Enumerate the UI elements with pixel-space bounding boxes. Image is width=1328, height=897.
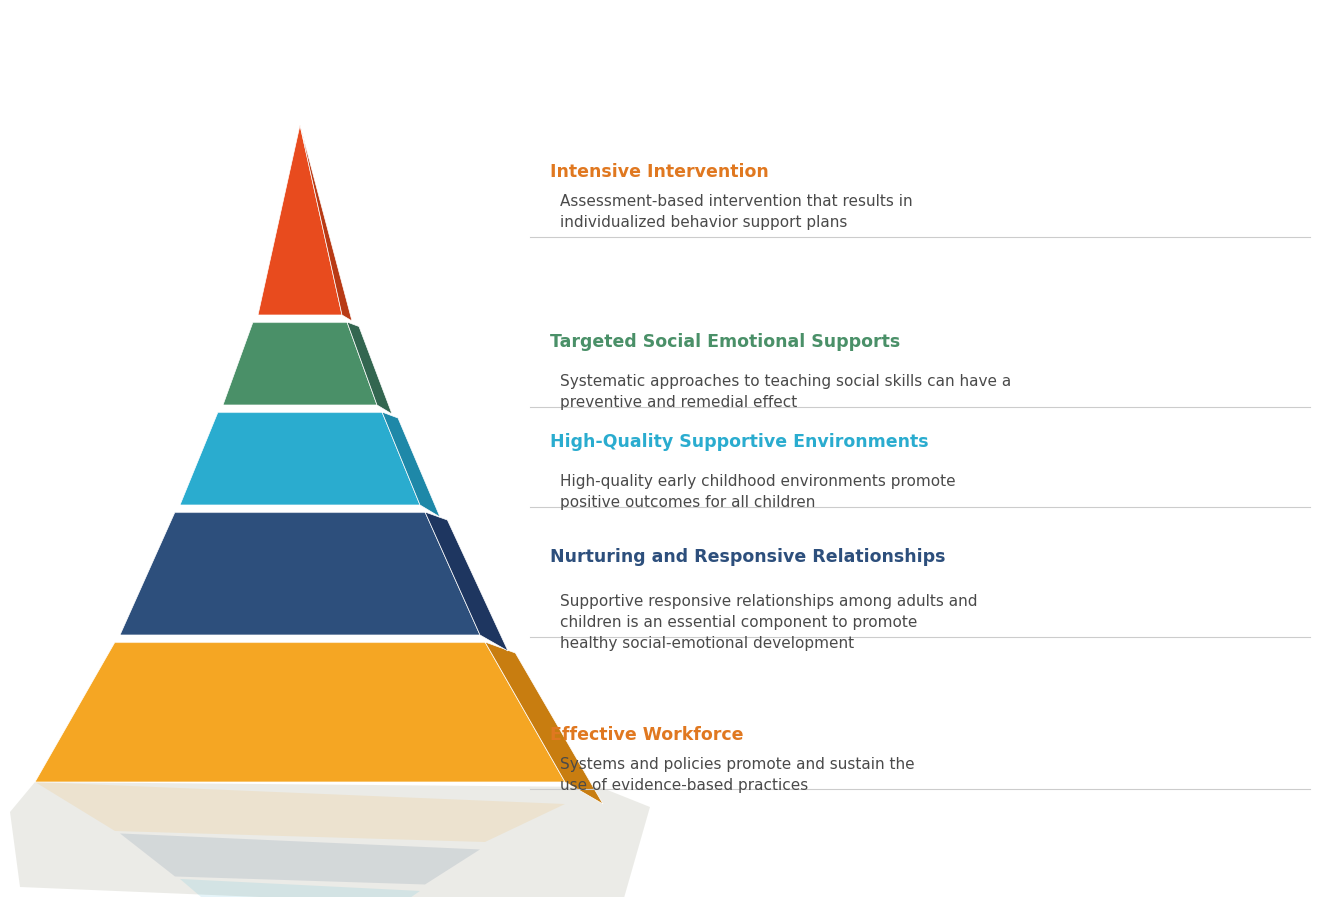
Polygon shape xyxy=(181,412,420,505)
Polygon shape xyxy=(382,412,440,517)
Text: Systematic approaches to teaching social skills can have a
preventive and remedi: Systematic approaches to teaching social… xyxy=(560,374,1011,410)
Polygon shape xyxy=(120,512,479,635)
Polygon shape xyxy=(347,322,392,414)
Polygon shape xyxy=(223,322,377,405)
Polygon shape xyxy=(258,125,343,315)
Text: Effective Workforce: Effective Workforce xyxy=(550,726,744,744)
Text: Supportive responsive relationships among adults and
children is an essential co: Supportive responsive relationships amon… xyxy=(560,594,977,650)
Polygon shape xyxy=(11,782,649,897)
Text: Assessment-based intervention that results in
individualized behavior support pl: Assessment-based intervention that resul… xyxy=(560,194,912,230)
Polygon shape xyxy=(181,879,420,897)
Polygon shape xyxy=(485,642,603,804)
Text: Intensive Intervention: Intensive Intervention xyxy=(550,163,769,181)
Text: Nurturing and Responsive Relationships: Nurturing and Responsive Relationships xyxy=(550,548,946,566)
Text: Targeted Social Emotional Supports: Targeted Social Emotional Supports xyxy=(550,333,900,351)
Polygon shape xyxy=(35,642,564,782)
Polygon shape xyxy=(120,833,479,884)
Polygon shape xyxy=(35,782,564,842)
Polygon shape xyxy=(300,125,352,321)
Text: High-quality early childhood environments promote
positive outcomes for all chil: High-quality early childhood environment… xyxy=(560,474,956,510)
Polygon shape xyxy=(425,512,509,651)
Text: High-Quality Supportive Environments: High-Quality Supportive Environments xyxy=(550,433,928,451)
Text: Systems and policies promote and sustain the
use of evidence-based practices: Systems and policies promote and sustain… xyxy=(560,757,915,793)
